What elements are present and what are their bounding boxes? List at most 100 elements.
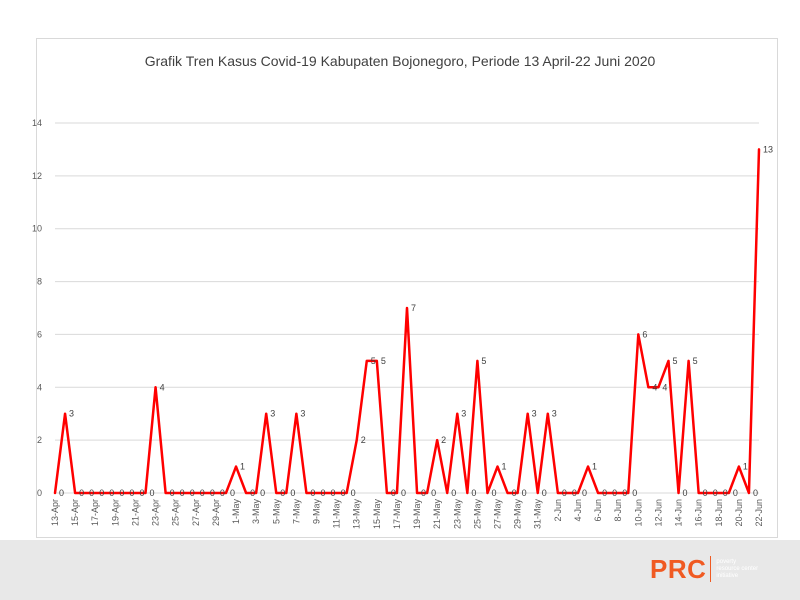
data-label: 0 xyxy=(59,488,64,498)
data-label: 0 xyxy=(109,488,114,498)
data-label: 0 xyxy=(401,488,406,498)
y-tick-label: 14 xyxy=(32,118,42,128)
data-label: 6 xyxy=(642,329,647,339)
x-tick-label: 23-Apr xyxy=(151,499,161,526)
data-label: 3 xyxy=(461,409,466,419)
x-tick-label: 16-Jun xyxy=(694,499,704,527)
data-label: 0 xyxy=(230,488,235,498)
data-label: 0 xyxy=(562,488,567,498)
data-label: 0 xyxy=(119,488,124,498)
data-label: 1 xyxy=(502,462,507,472)
logo: PRC poverty resource center initiative xyxy=(650,553,758,585)
x-tick-label: 19-May xyxy=(412,499,422,530)
y-tick-label: 2 xyxy=(37,435,42,445)
data-label: 5 xyxy=(481,356,486,366)
x-tick-label: 23-May xyxy=(452,499,462,530)
logo-mark: PRC xyxy=(650,554,707,584)
data-label: 5 xyxy=(371,356,376,366)
data-label: 3 xyxy=(69,409,74,419)
x-tick-label: 31-May xyxy=(533,499,543,530)
footer-band xyxy=(0,540,800,600)
data-label: 0 xyxy=(210,488,215,498)
data-label: 4 xyxy=(662,382,667,392)
x-tick-label: 1-May xyxy=(231,499,241,525)
data-label: 5 xyxy=(381,356,386,366)
data-label: 3 xyxy=(300,409,305,419)
x-tick-label: 8-Jun xyxy=(613,499,623,522)
y-tick-label: 10 xyxy=(32,224,42,234)
data-label: 0 xyxy=(703,488,708,498)
x-tick-label: 25-May xyxy=(472,499,482,530)
data-label: 0 xyxy=(391,488,396,498)
x-tick-label: 27-May xyxy=(493,499,503,530)
data-label: 1 xyxy=(743,462,748,472)
data-label: 0 xyxy=(341,488,346,498)
logo-divider xyxy=(710,556,712,582)
x-tick-label: 14-Jun xyxy=(674,499,684,527)
data-label: 13 xyxy=(763,144,773,154)
data-label: 0 xyxy=(89,488,94,498)
y-tick-label: 12 xyxy=(32,171,42,181)
data-label: 0 xyxy=(713,488,718,498)
y-tick-label: 4 xyxy=(37,382,42,392)
data-label: 2 xyxy=(361,435,366,445)
data-label: 0 xyxy=(331,488,336,498)
data-label: 0 xyxy=(200,488,205,498)
data-label: 5 xyxy=(693,356,698,366)
data-label: 0 xyxy=(421,488,426,498)
x-tick-label: 6-Jun xyxy=(593,499,603,522)
data-label: 0 xyxy=(280,488,285,498)
x-tick-label: 21-May xyxy=(432,499,442,530)
x-tick-label: 9-May xyxy=(311,499,321,525)
data-label: 0 xyxy=(260,488,265,498)
x-tick-label: 2-Jun xyxy=(553,499,563,522)
data-label: 0 xyxy=(129,488,134,498)
x-tick-label: 17-Apr xyxy=(90,499,100,526)
data-label: 0 xyxy=(572,488,577,498)
x-tick-label: 29-May xyxy=(513,499,523,530)
y-tick-label: 0 xyxy=(37,488,42,498)
data-label: 0 xyxy=(683,488,688,498)
data-label: 1 xyxy=(592,462,597,472)
data-label: 2 xyxy=(441,435,446,445)
data-label: 0 xyxy=(632,488,637,498)
data-label: 4 xyxy=(652,382,657,392)
data-label: 0 xyxy=(733,488,738,498)
data-label: 0 xyxy=(471,488,476,498)
x-tick-label: 17-May xyxy=(392,499,402,530)
x-tick-label: 7-May xyxy=(291,499,301,525)
data-label: 3 xyxy=(270,409,275,419)
data-label: 0 xyxy=(602,488,607,498)
data-label: 0 xyxy=(220,488,225,498)
x-tick-label: 19-Apr xyxy=(110,499,120,526)
y-tick-label: 8 xyxy=(37,277,42,287)
data-label: 0 xyxy=(491,488,496,498)
data-label: 3 xyxy=(552,409,557,419)
x-tick-label: 12-Jun xyxy=(653,499,663,527)
data-label: 0 xyxy=(723,488,728,498)
x-tick-label: 13-Apr xyxy=(50,499,60,526)
x-tick-label: 4-Jun xyxy=(573,499,583,522)
data-label: 0 xyxy=(582,488,587,498)
data-label: 0 xyxy=(170,488,175,498)
x-tick-label: 5-May xyxy=(271,499,281,525)
x-tick-label: 20-Jun xyxy=(734,499,744,527)
data-label: 0 xyxy=(250,488,255,498)
x-axis-ticks: 13-Apr 15-Apr 17-Apr 19-Apr 21-Apr 23-Apr 25-A… xyxy=(50,499,764,530)
logo-tagline: poverty resource center initiative xyxy=(716,559,758,580)
x-tick-label: 18-Jun xyxy=(714,499,724,527)
y-tick-label: 6 xyxy=(37,329,42,339)
data-label: 0 xyxy=(622,488,627,498)
data-label: 0 xyxy=(290,488,295,498)
chart-frame xyxy=(36,38,778,538)
data-label: 0 xyxy=(612,488,617,498)
data-label: 7 xyxy=(411,303,416,313)
data-label: 0 xyxy=(190,488,195,498)
x-tick-label: 29-Apr xyxy=(211,499,221,526)
x-tick-label: 22-Jun xyxy=(754,499,764,527)
x-tick-label: 3-May xyxy=(251,499,261,525)
data-label: 0 xyxy=(320,488,325,498)
data-labels: 030 0 0 0 0 0 0 040 0 0 0 0 0 010 030 030 0 0 0 025 50 070 020… xyxy=(59,144,773,498)
data-label: 0 xyxy=(431,488,436,498)
data-label: 3 xyxy=(532,409,537,419)
